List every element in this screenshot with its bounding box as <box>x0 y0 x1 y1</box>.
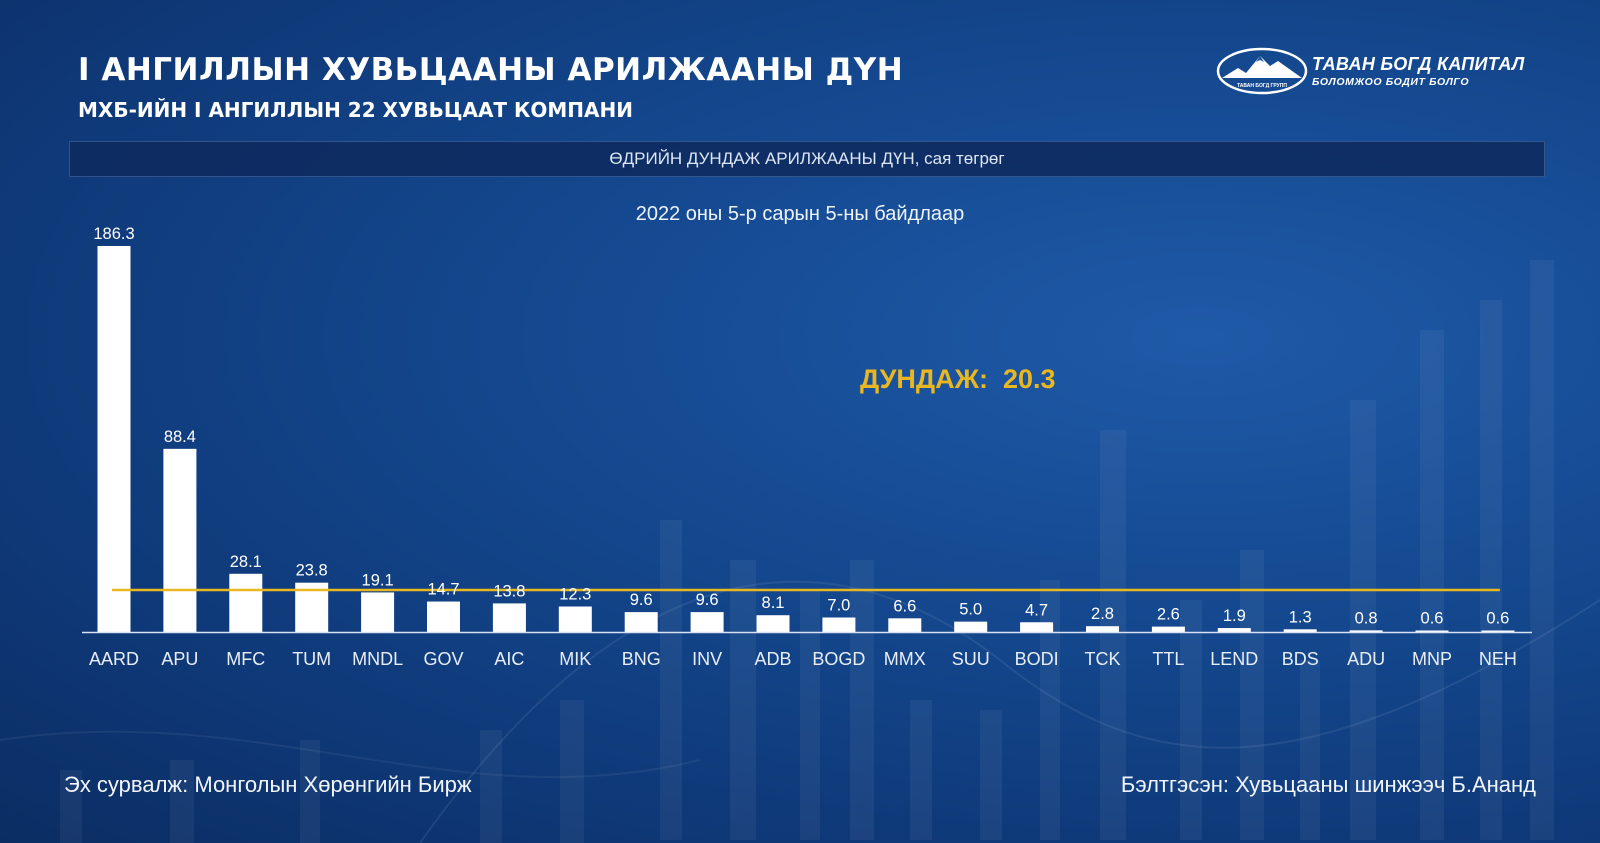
mountain-logo-icon: ТАВАН БОГД ГРУПП <box>1216 47 1308 95</box>
value-label-bds: 1.3 <box>1289 608 1312 626</box>
value-label-bng: 9.6 <box>630 591 653 609</box>
category-label-neh: NEH <box>1479 649 1517 669</box>
bar-mfc <box>229 573 263 632</box>
category-label-adb: ADB <box>754 649 791 669</box>
category-label-bodi: BODI <box>1015 649 1059 669</box>
value-label-ttl: 2.6 <box>1157 606 1180 624</box>
bar-mnp <box>1415 630 1449 632</box>
category-label-lend: LEND <box>1210 649 1258 669</box>
average-label-text: ДУНДАЖ: <box>860 364 988 394</box>
value-label-bogd: 7.0 <box>827 596 850 614</box>
bar-bogd <box>822 617 856 632</box>
bar-mik <box>558 606 592 632</box>
chart-banner-text: ӨДРИЙН ДУНДАЖ АРИЛЖААНЫ ДҮН, сая төгрөг <box>609 149 1005 168</box>
bar-lend <box>1217 628 1251 632</box>
category-label-aic: AIC <box>494 649 524 669</box>
bar-inv <box>690 612 724 632</box>
value-label-tum: 23.8 <box>296 562 328 580</box>
logo-name: ТАВАН БОГД КАПИТАЛ <box>1312 54 1525 74</box>
page-title: I АНГИЛЛЫН ХУВЬЦААНЫ АРИЛЖААНЫ ДҮН <box>78 52 904 88</box>
value-label-tck: 2.8 <box>1091 605 1114 623</box>
date-note: 2022 оны 5-р сарын 5-ны байдлаар <box>635 203 965 225</box>
bar-bodi <box>1020 622 1054 632</box>
value-label-mnp: 0.6 <box>1421 610 1444 628</box>
value-label-mik: 12.3 <box>559 586 591 604</box>
average-label: ДУНДАЖ: 20.3 <box>860 364 1056 395</box>
category-label-tum: TUM <box>292 649 331 669</box>
value-label-aic: 13.8 <box>493 582 525 600</box>
page-subtitle: МХБ-ИЙН I АНГИЛЛЫН 22 ХУВЬЦААТ КОМПАНИ <box>78 98 633 122</box>
source-note: Эх сурвалж: Монголын Хөрөнгийн Бирж <box>64 772 472 797</box>
category-label-adu: ADU <box>1347 649 1385 669</box>
average-value: 20.3 <box>1003 364 1056 394</box>
value-label-adb: 8.1 <box>762 594 785 612</box>
value-label-lend: 1.9 <box>1223 607 1246 625</box>
value-label-mndl: 19.1 <box>362 571 394 589</box>
bar-mmx <box>888 618 922 632</box>
category-label-apu: APU <box>161 649 198 669</box>
logo-badge-text: ТАВАН БОГД ГРУПП <box>1237 83 1287 89</box>
value-label-gov: 14.7 <box>427 581 459 599</box>
category-label-bds: BDS <box>1282 649 1319 669</box>
bar-bng <box>624 612 658 632</box>
bar-mndl <box>361 592 395 632</box>
chart-banner: ӨДРИЙН ДУНДАЖ АРИЛЖААНЫ ДҮН, сая төгрөг <box>69 141 1545 177</box>
category-label-mfc: MFC <box>226 649 265 669</box>
value-label-suu: 5.0 <box>959 601 982 619</box>
bar-tck <box>1086 626 1119 632</box>
bar-ttl <box>1151 626 1185 632</box>
value-label-mmx: 6.6 <box>893 597 916 615</box>
value-label-inv: 9.6 <box>696 591 719 609</box>
value-label-bodi: 4.7 <box>1025 601 1048 619</box>
category-label-bng: BNG <box>622 649 661 669</box>
logo-tagline: БОЛОМЖОО БОДИТ БОЛГО <box>1312 76 1470 88</box>
bar-suu <box>954 621 988 632</box>
bar-adb <box>756 615 790 632</box>
value-label-aard: 186.3 <box>93 225 134 243</box>
value-label-apu: 88.4 <box>164 428 196 446</box>
bar-gov <box>427 601 460 632</box>
bar-aard <box>97 246 131 632</box>
category-label-aard: AARD <box>89 649 139 669</box>
category-label-mmx: MMX <box>884 649 926 669</box>
bar-adu <box>1349 630 1383 632</box>
bar-bds <box>1283 629 1317 632</box>
bar-apu <box>163 448 197 632</box>
bar-aic <box>492 603 526 632</box>
category-label-mnp: MNP <box>1412 649 1452 669</box>
category-label-suu: SUU <box>952 649 990 669</box>
category-label-tck: TCK <box>1085 649 1121 669</box>
category-label-mndl: MNDL <box>352 649 403 669</box>
value-label-neh: 0.6 <box>1486 610 1509 628</box>
value-label-mfc: 28.1 <box>230 553 262 571</box>
bar-neh <box>1481 630 1515 632</box>
author-note: Бэлтгэсэн: Хувьцааны шинжээч Б.Ананд <box>1120 772 1536 797</box>
category-label-mik: MIK <box>559 649 591 669</box>
category-label-ttl: TTL <box>1152 649 1184 669</box>
value-label-adu: 0.8 <box>1355 609 1378 627</box>
company-logo: ТАВАН БОГД ГРУПП ТАВАН БОГД КАПИТАЛ БОЛО… <box>1216 46 1536 96</box>
category-label-inv: INV <box>692 649 722 669</box>
category-label-gov: GOV <box>423 649 463 669</box>
category-label-bogd: BOGD <box>812 649 865 669</box>
